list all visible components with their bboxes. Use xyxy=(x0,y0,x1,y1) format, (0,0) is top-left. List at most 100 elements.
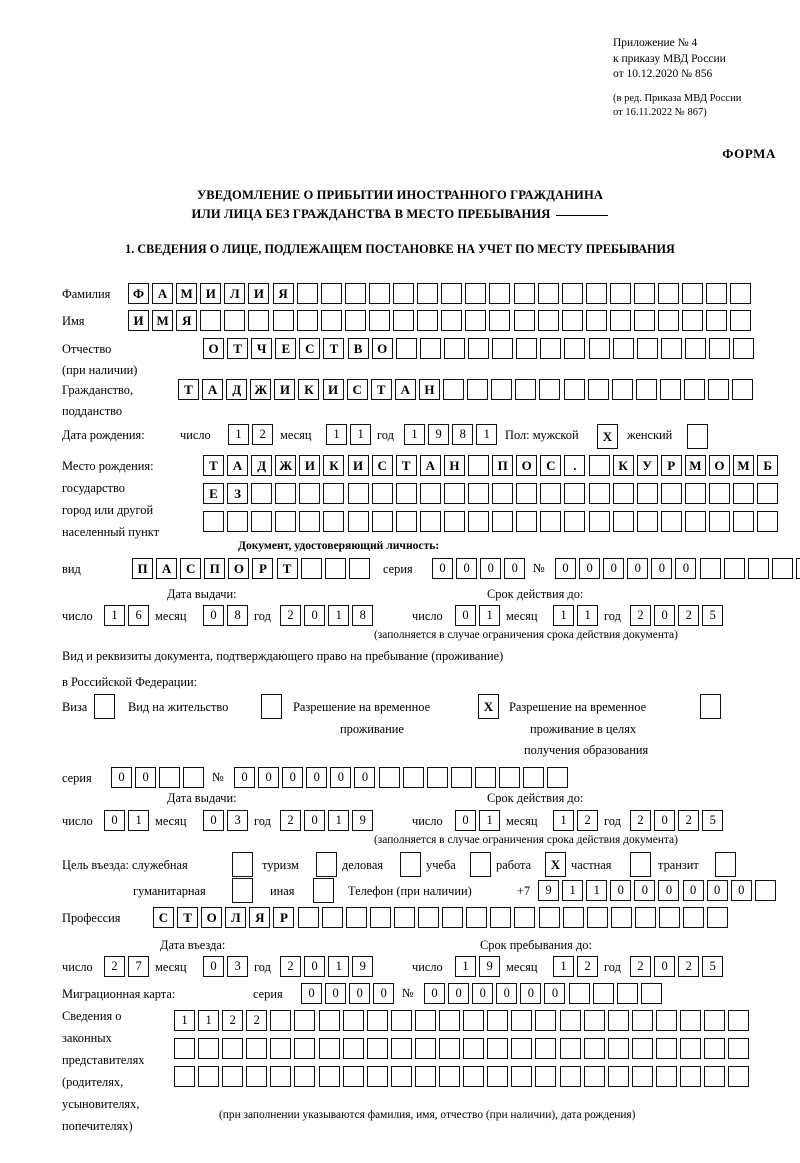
char-box[interactable]: 0 xyxy=(304,956,326,977)
char-box[interactable]: X xyxy=(597,424,618,449)
char-box[interactable] xyxy=(318,1038,340,1059)
char-box[interactable] xyxy=(450,767,472,788)
char-box[interactable]: 3 xyxy=(227,810,249,831)
char-box[interactable] xyxy=(468,511,490,532)
char-box[interactable] xyxy=(636,338,658,359)
char-box[interactable] xyxy=(757,483,779,504)
char-box[interactable] xyxy=(633,283,655,304)
char-box[interactable]: П xyxy=(492,455,514,476)
char-box[interactable]: 1 xyxy=(128,810,150,831)
char-box[interactable] xyxy=(511,1066,533,1087)
purpose-other-checkbox[interactable] xyxy=(313,878,337,903)
char-box[interactable]: 1 xyxy=(479,810,501,831)
char-box[interactable] xyxy=(634,907,656,928)
char-box[interactable] xyxy=(174,1038,195,1059)
char-box[interactable]: 2 xyxy=(577,810,599,831)
char-box[interactable] xyxy=(468,455,490,476)
char-box[interactable] xyxy=(299,483,321,504)
char-box[interactable] xyxy=(538,907,560,928)
char-box[interactable]: 0 xyxy=(424,983,445,1004)
char-box[interactable] xyxy=(708,379,730,400)
char-box[interactable]: 0 xyxy=(651,558,673,579)
char-box[interactable] xyxy=(612,483,634,504)
char-box[interactable] xyxy=(588,483,610,504)
purpose-business-checkbox[interactable] xyxy=(400,852,424,877)
char-box[interactable] xyxy=(465,310,487,331)
char-box[interactable]: 0 xyxy=(456,558,478,579)
char-box[interactable] xyxy=(261,694,282,719)
char-box[interactable]: 0 xyxy=(135,767,157,788)
char-box[interactable]: 1 xyxy=(455,956,476,977)
char-box[interactable]: 0 xyxy=(675,558,697,579)
char-box[interactable] xyxy=(198,1038,220,1059)
char-box[interactable]: 1 xyxy=(553,810,574,831)
char-box[interactable] xyxy=(474,767,496,788)
char-box[interactable]: 2 xyxy=(222,1010,244,1031)
char-box[interactable] xyxy=(270,1038,292,1059)
char-box[interactable]: О xyxy=(203,338,224,359)
char-box[interactable] xyxy=(728,1010,750,1031)
char-box[interactable]: Т xyxy=(370,379,392,400)
char-box[interactable] xyxy=(684,511,706,532)
char-box[interactable]: 1 xyxy=(328,605,350,626)
char-box[interactable] xyxy=(514,907,536,928)
char-box[interactable] xyxy=(564,483,586,504)
char-box[interactable] xyxy=(487,1010,509,1031)
char-box[interactable] xyxy=(348,558,370,579)
char-box[interactable] xyxy=(516,511,538,532)
char-box[interactable]: 0 xyxy=(304,605,326,626)
char-box[interactable] xyxy=(660,338,682,359)
char-box[interactable]: И xyxy=(200,283,222,304)
char-box[interactable]: К xyxy=(612,455,634,476)
char-box[interactable]: 0 xyxy=(104,810,125,831)
char-box[interactable]: 0 xyxy=(373,983,395,1004)
char-box[interactable]: 0 xyxy=(111,767,132,788)
char-box[interactable] xyxy=(419,483,441,504)
char-box[interactable]: 5 xyxy=(702,605,724,626)
char-box[interactable] xyxy=(342,1038,364,1059)
char-box[interactable] xyxy=(537,310,559,331)
char-box[interactable]: Я xyxy=(176,310,198,331)
char-box[interactable]: 2 xyxy=(104,956,125,977)
char-box[interactable] xyxy=(323,483,345,504)
char-box[interactable] xyxy=(609,310,631,331)
char-box[interactable] xyxy=(318,1066,340,1087)
char-box[interactable] xyxy=(535,1066,557,1087)
char-box[interactable]: А xyxy=(152,283,174,304)
char-box[interactable]: Т xyxy=(178,379,199,400)
char-box[interactable] xyxy=(561,283,583,304)
char-box[interactable] xyxy=(439,1038,461,1059)
char-box[interactable]: М xyxy=(152,310,174,331)
char-box[interactable]: 0 xyxy=(432,558,453,579)
char-box[interactable] xyxy=(679,1010,701,1031)
char-box[interactable]: 2 xyxy=(630,956,651,977)
char-box[interactable]: 2 xyxy=(678,956,700,977)
char-box[interactable] xyxy=(393,310,415,331)
char-box[interactable]: 2 xyxy=(280,956,301,977)
char-box[interactable] xyxy=(499,767,521,788)
char-box[interactable] xyxy=(747,558,769,579)
char-box[interactable]: И xyxy=(128,310,149,331)
char-box[interactable] xyxy=(492,511,514,532)
char-box[interactable]: И xyxy=(347,455,369,476)
char-box[interactable] xyxy=(395,511,417,532)
char-box[interactable] xyxy=(679,1066,701,1087)
char-box[interactable]: 0 xyxy=(304,810,326,831)
char-box[interactable]: 9 xyxy=(479,956,501,977)
char-box[interactable] xyxy=(418,907,440,928)
char-box[interactable]: О xyxy=(201,907,223,928)
char-box[interactable] xyxy=(294,1066,316,1087)
char-box[interactable]: 1 xyxy=(198,1010,220,1031)
char-box[interactable] xyxy=(393,283,415,304)
char-box[interactable]: 9 xyxy=(352,956,374,977)
char-box[interactable] xyxy=(400,852,421,877)
char-box[interactable] xyxy=(660,483,682,504)
char-box[interactable] xyxy=(419,511,441,532)
char-box[interactable] xyxy=(607,1066,629,1087)
char-box[interactable]: А xyxy=(227,455,249,476)
